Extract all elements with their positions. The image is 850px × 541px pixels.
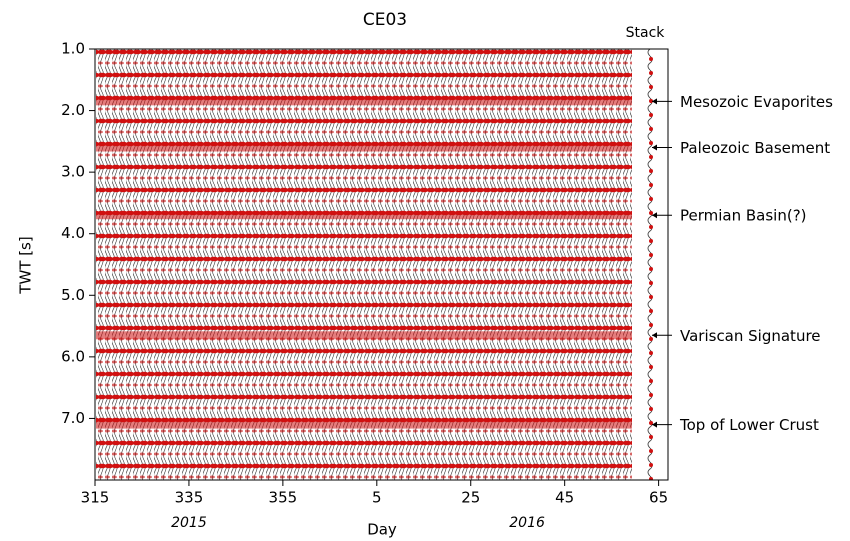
y-tick-label: 3.0 [61, 163, 85, 181]
x-axis-label: Day [367, 521, 397, 539]
annotation: Mesozoic Evaporites [680, 93, 833, 111]
x-tick-label: 5 [372, 489, 382, 507]
annotation-arrowhead [652, 98, 657, 105]
x-tick-label: 355 [269, 489, 298, 507]
axes-frame [94, 48, 669, 481]
y-tick-label: 5.0 [61, 286, 85, 304]
y-tick-label: 1.0 [61, 40, 85, 58]
y-tick-label: 7.0 [61, 409, 85, 427]
year-label: 2016 [509, 515, 545, 531]
reflector-band [96, 331, 632, 340]
annotation-arrowhead [652, 144, 657, 151]
x-tick-label: 45 [555, 489, 574, 507]
annotation-arrowhead [652, 332, 657, 339]
y-tick-label: 2.0 [61, 101, 85, 119]
annotation: Permian Basin(?) [680, 207, 807, 225]
annotation-arrowhead [652, 421, 657, 428]
stack-label: Stack [626, 25, 666, 41]
x-tick-label: 65 [649, 489, 668, 507]
y-tick-label: 6.0 [61, 347, 85, 365]
annotation-arrowhead [652, 212, 657, 219]
x-tick-label: 315 [81, 489, 110, 507]
stack-trace [640, 49, 660, 480]
x-tick-label: 335 [175, 489, 204, 507]
annotation: Top of Lower Crust [679, 416, 819, 434]
reflector-band [96, 97, 632, 106]
y-tick-label: 4.0 [61, 224, 85, 242]
x-tick-label: 25 [461, 489, 480, 507]
year-label: 2015 [171, 515, 207, 531]
reflector-band [96, 420, 632, 429]
y-axis-label: TWT [s] [17, 236, 35, 294]
wiggle-traces [96, 49, 632, 480]
reflector-band [96, 211, 632, 220]
annotation: Variscan Signature [680, 327, 821, 345]
reflector-band [96, 143, 632, 152]
chart-title: CE03 [363, 10, 407, 30]
annotation: Paleozoic Basement [680, 139, 830, 157]
